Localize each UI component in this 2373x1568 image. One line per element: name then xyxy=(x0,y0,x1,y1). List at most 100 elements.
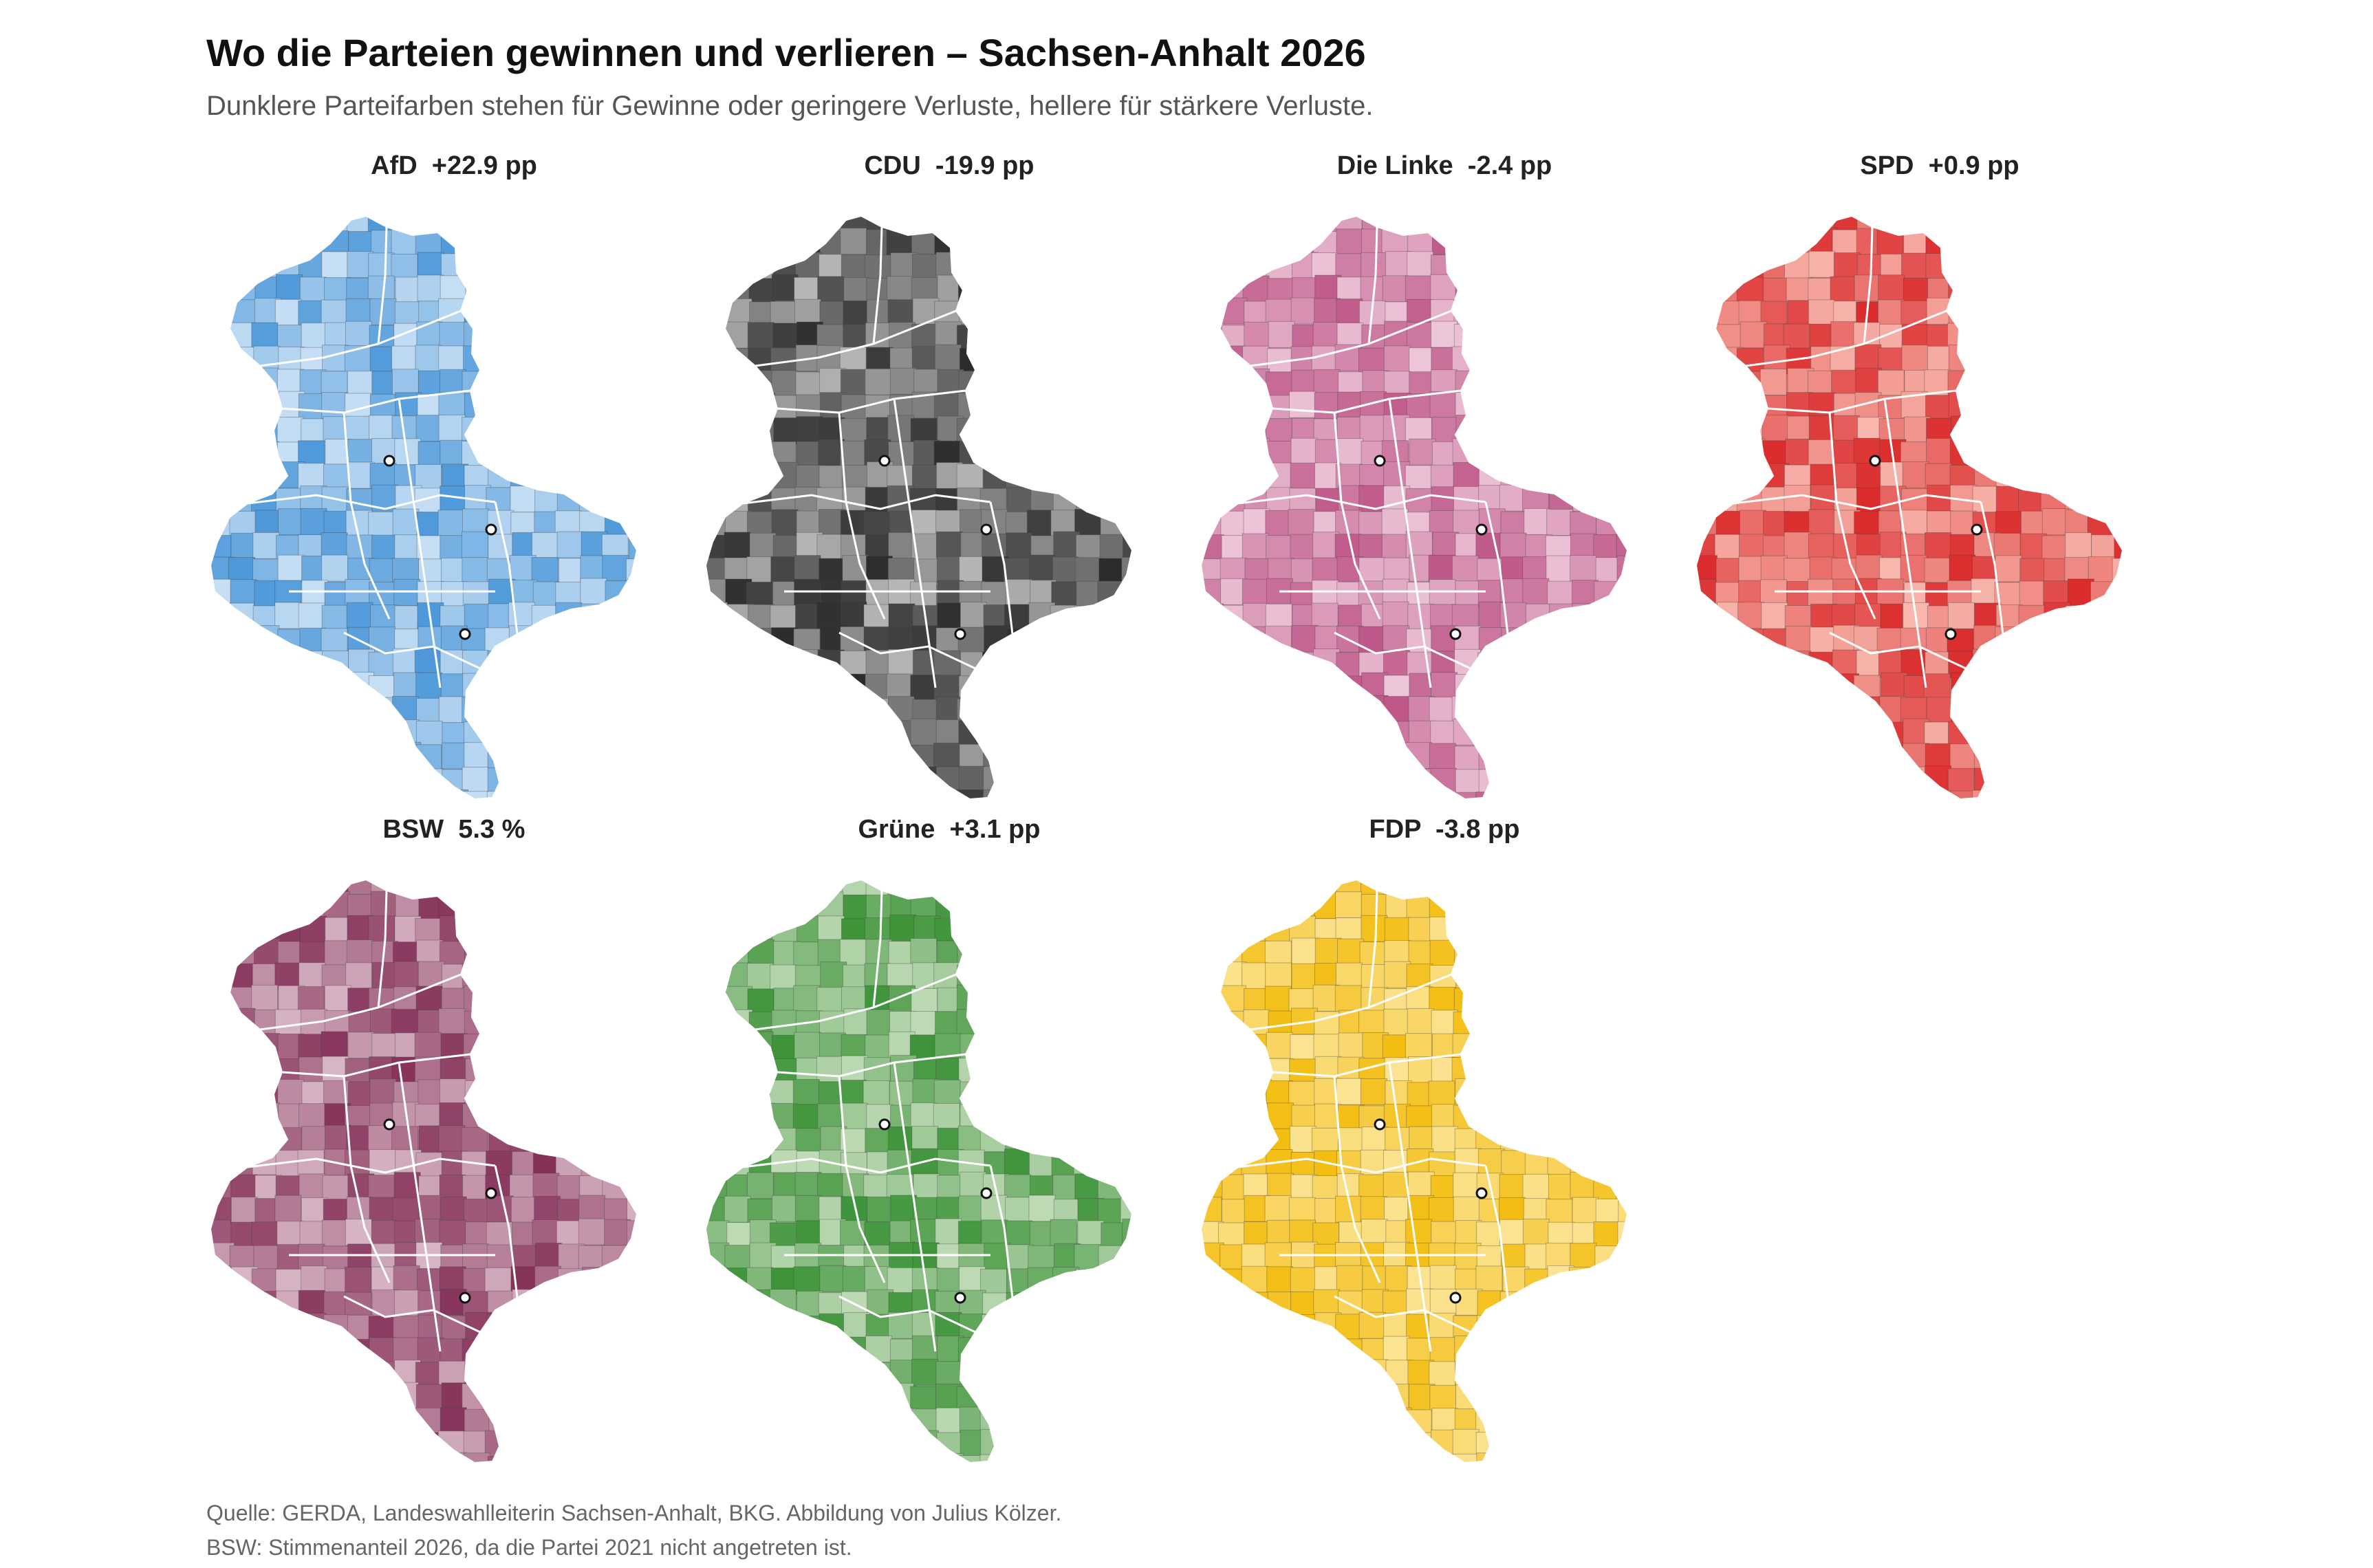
municipality-cell xyxy=(1242,1312,1269,1340)
municipality-cell xyxy=(1030,1430,1058,1457)
municipality-cell xyxy=(1201,416,1225,444)
municipality-cell xyxy=(792,891,820,919)
municipality-cell xyxy=(1761,216,1788,234)
municipality-cell xyxy=(415,880,442,898)
municipality-cell xyxy=(323,1314,351,1342)
municipality-cell xyxy=(795,1455,823,1463)
municipality-cell xyxy=(1499,1291,1527,1318)
municipality-cell xyxy=(1498,1432,1526,1459)
municipality-cell xyxy=(1616,880,1627,897)
municipality-cell xyxy=(1123,1126,1132,1153)
municipality-cell xyxy=(625,627,637,655)
municipality-cell xyxy=(1523,651,1550,679)
municipality-cell xyxy=(1594,252,1621,279)
map-fdp xyxy=(1200,878,1629,1464)
municipality-cell xyxy=(1499,1406,1527,1434)
municipality-cell xyxy=(1569,320,1596,348)
municipality-cell xyxy=(1785,745,1812,772)
municipality-cell xyxy=(298,602,325,630)
municipality-cell xyxy=(230,698,258,726)
municipality-cell xyxy=(1054,880,1081,895)
panel-gruene: Grüne +3.1 pp xyxy=(702,815,1197,1475)
municipality-cell xyxy=(886,673,913,701)
municipality-cell xyxy=(863,511,891,538)
district-boundary xyxy=(398,1062,442,1352)
municipality-cell xyxy=(1074,439,1102,467)
municipality-cell xyxy=(770,893,797,920)
municipality-cell xyxy=(910,1102,938,1130)
municipality-cell xyxy=(1834,744,1861,772)
municipality-cell xyxy=(210,1148,235,1175)
municipality-cell xyxy=(748,393,775,420)
municipality-cell xyxy=(706,880,729,895)
municipality-cell xyxy=(626,1079,637,1107)
municipality-cell xyxy=(2021,395,2048,422)
municipality-cell xyxy=(344,1430,371,1457)
municipality-cell xyxy=(1407,791,1434,799)
municipality-cell xyxy=(275,216,303,232)
municipality-cell xyxy=(1028,1195,1056,1222)
municipality-cell xyxy=(393,961,421,988)
municipality-cell xyxy=(794,720,822,748)
municipality-cell xyxy=(1453,1172,1480,1199)
municipality-cell xyxy=(795,697,823,725)
municipality-cell xyxy=(1120,253,1132,281)
municipality-cell xyxy=(1242,1057,1269,1085)
municipality-cell xyxy=(1074,298,1101,325)
municipality-cell xyxy=(1006,417,1033,444)
municipality-cell xyxy=(509,250,537,278)
municipality-cell xyxy=(299,962,326,990)
party-label: AfD xyxy=(371,151,418,180)
municipality-cell xyxy=(1880,603,1907,631)
municipality-cell xyxy=(724,720,752,748)
municipality-cell xyxy=(1051,1432,1079,1459)
municipality-cell xyxy=(582,627,609,654)
municipality-cell xyxy=(2112,605,2123,633)
municipality-cell xyxy=(601,1362,629,1389)
municipality-cell xyxy=(771,509,799,536)
municipality-cell xyxy=(1524,769,1551,796)
municipality-cell xyxy=(1715,625,1743,653)
municipality-cell xyxy=(1073,880,1101,899)
municipality-cell xyxy=(1526,745,1553,772)
municipality-cell xyxy=(557,674,585,701)
municipality-cell xyxy=(2041,626,2068,653)
municipality-cell xyxy=(1290,1034,1317,1061)
municipality-cell xyxy=(816,534,844,561)
municipality-cell xyxy=(276,229,303,257)
municipality-cell xyxy=(982,917,1009,945)
municipality-cell xyxy=(278,696,305,723)
municipality-cell xyxy=(841,1407,868,1435)
municipality-cell xyxy=(1903,278,1930,305)
municipality-cell xyxy=(2087,438,2114,466)
municipality-cell xyxy=(1201,1009,1226,1036)
municipality-cell xyxy=(1523,1104,1550,1131)
municipality-cell xyxy=(1004,1197,1032,1224)
municipality-cell xyxy=(1311,1127,1339,1155)
municipality-cell xyxy=(981,1010,1008,1038)
municipality-cell xyxy=(323,1429,350,1457)
municipality-cell xyxy=(462,963,489,990)
municipality-cell xyxy=(1220,393,1247,421)
municipality-cell xyxy=(771,652,799,679)
municipality-cell xyxy=(840,601,867,629)
municipality-cell xyxy=(230,1361,258,1389)
municipality-cell xyxy=(2111,301,2123,328)
municipality-cell xyxy=(532,915,560,943)
municipality-cell xyxy=(251,895,279,922)
municipality-cell xyxy=(1595,1032,1623,1060)
municipality-cell xyxy=(706,1358,728,1386)
municipality-cell xyxy=(1097,1174,1125,1201)
municipality-cell xyxy=(706,371,728,398)
municipality-cell xyxy=(274,891,302,919)
municipality-cell xyxy=(1522,1430,1550,1458)
municipality-cell xyxy=(485,880,512,897)
municipality-cell xyxy=(819,1386,846,1413)
municipality-cell xyxy=(276,274,303,301)
municipality-cell xyxy=(1548,391,1576,419)
municipality-cell xyxy=(324,790,351,799)
municipality-cell xyxy=(1120,961,1132,989)
municipality-cell xyxy=(1593,301,1621,328)
municipality-cell xyxy=(347,1243,375,1271)
municipalities xyxy=(1201,216,1627,799)
